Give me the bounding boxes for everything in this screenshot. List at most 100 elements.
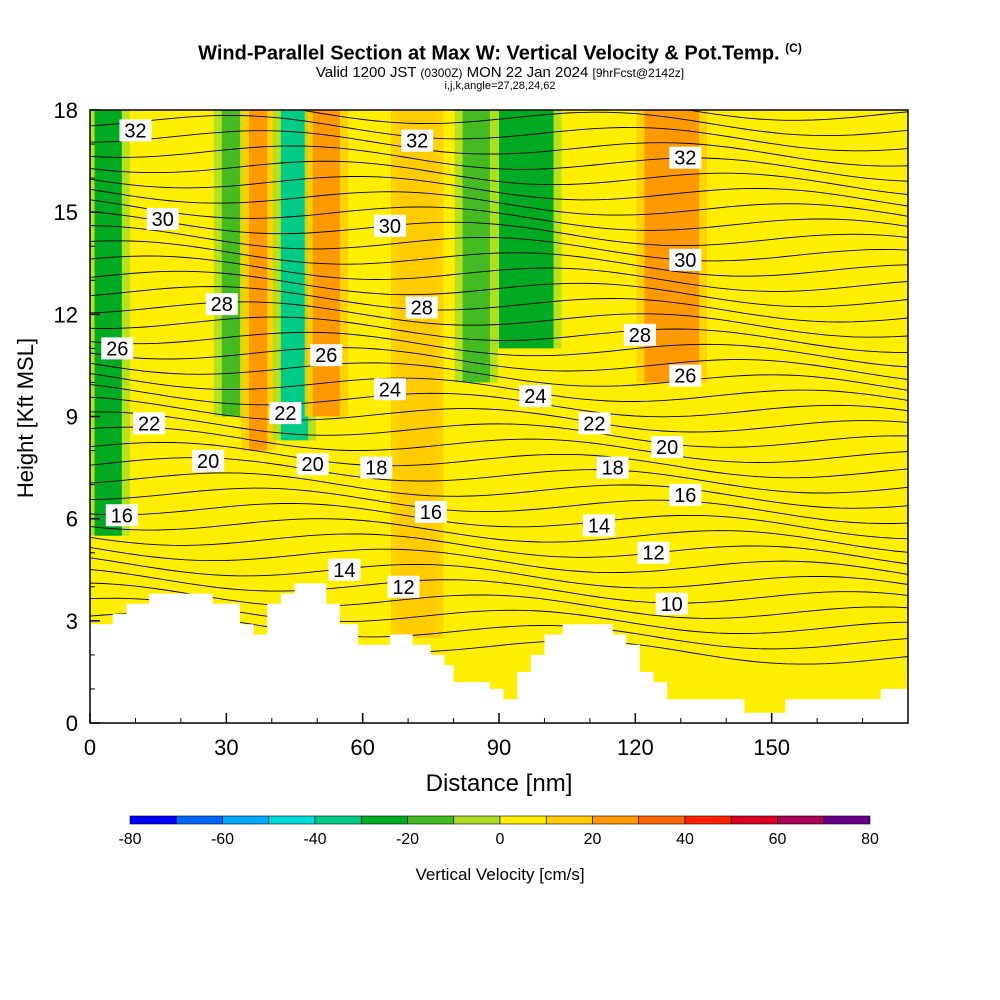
theta-label-text: 10 xyxy=(661,594,683,616)
theta-label-bg xyxy=(387,575,420,598)
isentrope-line xyxy=(90,487,908,524)
theta-label: 22 xyxy=(133,412,166,435)
theta-label: 20 xyxy=(651,436,684,459)
theta-label-text: 18 xyxy=(601,458,623,480)
theta-label-text: 28 xyxy=(629,325,651,347)
colorbar-tick-label: 0 xyxy=(496,831,505,848)
theta-label-bg xyxy=(310,344,343,367)
theta-label: 14 xyxy=(582,514,615,537)
isentrope-line xyxy=(685,110,908,121)
theta-label: 12 xyxy=(637,541,670,565)
theta-label: 26 xyxy=(669,364,702,388)
colorbar-swatch xyxy=(314,815,362,825)
theta-label-text: 28 xyxy=(411,298,433,320)
theta-label-bg xyxy=(651,436,684,459)
theta-label: 18 xyxy=(596,456,629,480)
x-axis-label: Distance [nm] xyxy=(426,770,573,797)
isentrope-line xyxy=(90,347,908,380)
colorbar-swatch xyxy=(592,815,640,825)
theta-label-text: 22 xyxy=(583,413,605,435)
theta-label: 20 xyxy=(192,449,225,473)
isentrope-line xyxy=(90,569,908,604)
isentrope-line xyxy=(90,130,908,167)
colorbar-swatch xyxy=(268,815,316,825)
theta-label-bg xyxy=(146,207,179,230)
theta-label-bg xyxy=(360,456,393,479)
isentrope-line xyxy=(90,533,908,565)
colorbar-tick-label: -40 xyxy=(303,831,326,848)
theta-label-text: 20 xyxy=(656,437,678,459)
theta-label-text: 14 xyxy=(333,560,355,582)
isentrope-line xyxy=(90,145,908,182)
theta-label-text: 26 xyxy=(315,345,337,367)
grid-indices: i,j,k,angle=27,28,24,62 xyxy=(444,79,556,92)
theta-label-text: 12 xyxy=(392,577,414,599)
y-tick-label: 0 xyxy=(66,711,78,736)
x-tick-label: 0 xyxy=(84,735,96,760)
isentrope-line xyxy=(90,557,908,589)
theta-label-text: 24 xyxy=(379,379,401,401)
theta-label-text: 20 xyxy=(302,454,324,476)
isentrope-line xyxy=(90,373,908,402)
velocity-band xyxy=(399,110,436,638)
theta-label-text: 22 xyxy=(138,413,160,435)
theta-label-bg xyxy=(637,541,670,564)
theta-label: 18 xyxy=(360,456,393,480)
y-tick-label: 15 xyxy=(54,200,78,225)
theta-label-bg xyxy=(578,412,611,435)
colorbar-swatch xyxy=(453,815,501,825)
colorbar-swatch xyxy=(175,815,223,825)
theta-label-bg xyxy=(414,500,447,523)
theta-label-bg xyxy=(373,378,406,401)
theta-label: 26 xyxy=(101,337,134,360)
theta-label-text: 14 xyxy=(588,515,610,537)
isentrope-line xyxy=(90,240,908,277)
theta-label-text: 30 xyxy=(379,216,401,238)
theta-label-text: 20 xyxy=(197,451,219,473)
colorbar-tick-label: 20 xyxy=(584,831,602,848)
theta-label-bg xyxy=(596,456,629,479)
theta-label: 30 xyxy=(669,248,702,272)
isentrope-line xyxy=(90,411,908,448)
theta-label-bg xyxy=(296,453,329,476)
theta-label: 24 xyxy=(373,378,406,401)
theta-label: 28 xyxy=(405,296,438,320)
colorbar-label: Vertical Velocity [cm/s] xyxy=(415,865,584,884)
valid-time: Valid 1200 JST (0300Z) MON 22 Jan 2024 [… xyxy=(315,63,685,81)
colorbar-swatch xyxy=(407,815,455,825)
isentrope-line xyxy=(90,362,908,391)
colorbar: -80 -60 -40 -20 0 20 40 60 80 xyxy=(118,815,879,848)
isentrope-line xyxy=(90,176,908,207)
isentrope-line xyxy=(90,502,908,540)
isentrope-line xyxy=(90,518,908,553)
isentrope-line xyxy=(90,70,908,105)
isentrope-line xyxy=(297,110,908,137)
theta-label: 28 xyxy=(623,323,656,347)
colorbar-swatch xyxy=(777,815,825,825)
x-tick-label: 60 xyxy=(350,735,374,760)
y-tick-label: 6 xyxy=(66,507,78,532)
theta-label: 14 xyxy=(328,558,361,582)
isentrope-line xyxy=(90,286,908,323)
colorbar-swatch xyxy=(730,815,778,825)
isentrope-line xyxy=(90,546,908,575)
theta-label: 16 xyxy=(414,500,447,524)
theta-label-bg xyxy=(669,248,702,271)
colorbar-tick-label: 60 xyxy=(769,831,787,848)
theta-label-text: 32 xyxy=(406,131,428,153)
theta-label: 16 xyxy=(669,483,702,507)
colorbar-tick-label: -60 xyxy=(211,831,234,848)
theta-label-text: 30 xyxy=(152,209,174,231)
theta-label-bg xyxy=(519,385,552,408)
colorbar-tick-label: -80 xyxy=(118,831,141,848)
x-tick-label: 120 xyxy=(617,735,654,760)
copyright-mark: (C) xyxy=(785,41,802,55)
theta-label-bg xyxy=(205,293,238,316)
y-axis-label: Height [Kft MSL] xyxy=(13,338,38,498)
isentrope-line xyxy=(90,441,908,479)
colorbar-swatch xyxy=(129,815,177,825)
theta-label: 16 xyxy=(105,504,138,527)
y-tick-label: 3 xyxy=(66,609,78,634)
isentrope-line xyxy=(90,211,908,247)
theta-label: 10 xyxy=(655,592,688,616)
